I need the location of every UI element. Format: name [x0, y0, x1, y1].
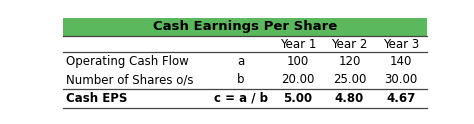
Text: Operating Cash Flow: Operating Cash Flow	[66, 55, 189, 68]
Text: 25.00: 25.00	[333, 73, 366, 86]
Text: 120: 120	[338, 55, 361, 68]
Text: Cash EPS: Cash EPS	[66, 92, 127, 105]
Text: Year 1: Year 1	[280, 37, 316, 50]
Text: 100: 100	[287, 55, 309, 68]
Bar	[63, 17, 427, 36]
Text: 140: 140	[390, 55, 412, 68]
Text: 30.00: 30.00	[384, 73, 418, 86]
Text: 4.67: 4.67	[386, 92, 416, 105]
Text: c = a / b: c = a / b	[214, 92, 268, 105]
Text: a: a	[237, 55, 245, 68]
Text: 4.80: 4.80	[335, 92, 364, 105]
Text: b: b	[237, 73, 245, 86]
Text: Cash Earnings Per Share: Cash Earnings Per Share	[153, 20, 337, 33]
Text: Year 3: Year 3	[383, 37, 419, 50]
Text: Number of Shares o/s: Number of Shares o/s	[66, 73, 193, 86]
Text: 5.00: 5.00	[283, 92, 312, 105]
Text: Year 2: Year 2	[331, 37, 368, 50]
Text: 20.00: 20.00	[282, 73, 315, 86]
